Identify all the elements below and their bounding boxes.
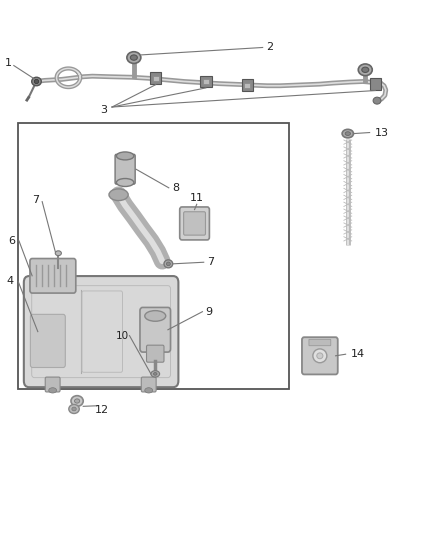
Ellipse shape [362,67,369,72]
Text: 7: 7 [207,257,214,267]
Text: 9: 9 [205,306,212,317]
Ellipse shape [117,179,134,187]
FancyBboxPatch shape [45,377,60,392]
Ellipse shape [109,189,128,200]
Ellipse shape [32,77,41,86]
Ellipse shape [166,262,170,266]
Ellipse shape [164,260,173,268]
Ellipse shape [145,311,166,321]
Ellipse shape [74,399,80,403]
FancyBboxPatch shape [147,345,164,362]
Text: 6: 6 [9,236,15,246]
Text: 10: 10 [116,330,129,341]
FancyBboxPatch shape [141,377,156,392]
FancyBboxPatch shape [242,79,253,91]
FancyBboxPatch shape [302,337,338,374]
Ellipse shape [313,349,327,363]
Ellipse shape [127,52,141,63]
FancyBboxPatch shape [200,76,212,87]
Text: 4: 4 [7,277,14,286]
FancyBboxPatch shape [370,78,381,90]
Text: 11: 11 [190,193,204,203]
Ellipse shape [49,387,57,393]
Ellipse shape [34,79,39,84]
Ellipse shape [358,64,372,76]
FancyBboxPatch shape [244,83,251,88]
Text: 12: 12 [95,405,109,415]
Ellipse shape [117,152,134,160]
FancyBboxPatch shape [30,259,76,293]
FancyBboxPatch shape [180,207,209,240]
FancyBboxPatch shape [309,340,331,346]
Ellipse shape [153,373,157,375]
Ellipse shape [131,55,138,60]
Ellipse shape [71,395,83,406]
Ellipse shape [72,407,76,411]
Ellipse shape [373,97,381,104]
FancyBboxPatch shape [152,76,159,81]
Text: 1: 1 [5,59,12,68]
FancyBboxPatch shape [203,79,209,84]
FancyBboxPatch shape [24,276,178,387]
Text: 2: 2 [266,43,274,52]
FancyBboxPatch shape [115,155,135,184]
Ellipse shape [317,353,323,359]
Text: 3: 3 [101,104,108,115]
Ellipse shape [145,387,152,393]
Ellipse shape [55,251,61,256]
FancyBboxPatch shape [150,72,161,84]
Bar [18,123,289,389]
Text: 14: 14 [351,349,365,359]
Text: 7: 7 [32,195,39,205]
Text: 8: 8 [172,183,179,193]
FancyBboxPatch shape [140,308,170,352]
FancyBboxPatch shape [30,314,65,368]
Text: 13: 13 [375,127,389,138]
Ellipse shape [69,405,79,414]
Ellipse shape [342,130,353,138]
Ellipse shape [151,370,159,377]
Ellipse shape [345,132,350,135]
FancyBboxPatch shape [184,212,205,235]
